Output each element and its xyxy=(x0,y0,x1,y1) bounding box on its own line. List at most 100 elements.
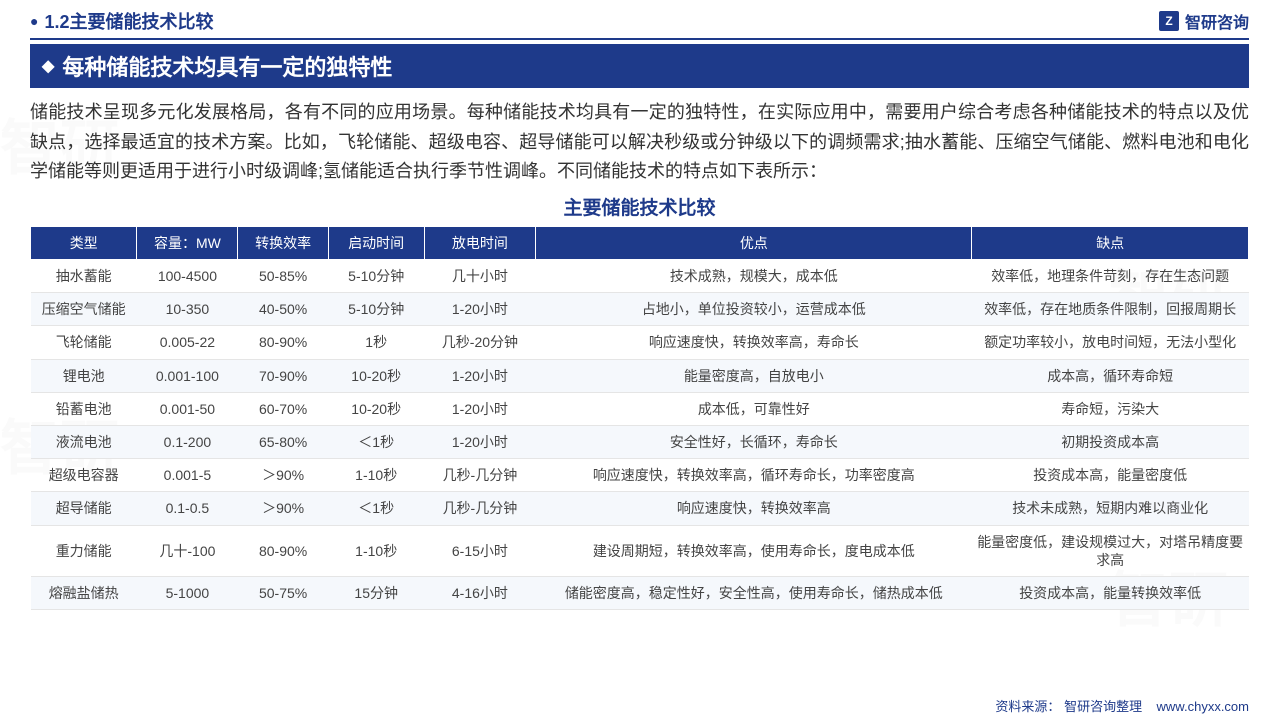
cell-discharge: 1-20小时 xyxy=(424,426,536,459)
table-row: 铅蓄电池0.001-5060-70%10-20秒1-20小时成本低，可靠性好寿命… xyxy=(31,392,1249,425)
page-header: 1.2主要储能技术比较 Z 智研咨询 xyxy=(30,8,1249,40)
table-row: 飞轮储能0.005-2280-90%1秒几秒-20分钟响应速度快，转换效率高，寿… xyxy=(31,326,1249,359)
cell-capacity: 0.1-200 xyxy=(137,426,238,459)
source-text: 智研咨询整理 xyxy=(1064,699,1142,714)
table-title: 主要储能技术比较 xyxy=(30,193,1249,220)
cell-discharge: 几秒-几分钟 xyxy=(424,459,536,492)
cell-pros: 成本低，可靠性好 xyxy=(536,392,972,425)
cell-efficiency: ＞90% xyxy=(238,492,328,525)
col-header-efficiency: 转换效率 xyxy=(238,227,328,260)
cell-discharge: 4-16小时 xyxy=(424,576,536,609)
table-row: 超级电容器0.001-5＞90%1-10秒几秒-几分钟响应速度快，转换效率高，循… xyxy=(31,459,1249,492)
content-container: 1.2主要储能技术比较 Z 智研咨询 每种储能技术均具有一定的独特性 储能技术呈… xyxy=(0,0,1279,610)
cell-pros: 储能密度高，稳定性好，安全性高，使用寿命长，储热成本低 xyxy=(536,576,972,609)
cell-cons: 效率低，地理条件苛刻，存在生态问题 xyxy=(972,260,1249,293)
cell-cons: 寿命短，污染大 xyxy=(972,392,1249,425)
cell-capacity: 0.001-50 xyxy=(137,392,238,425)
table-row: 锂电池0.001-10070-90%10-20秒1-20小时能量密度高，自放电小… xyxy=(31,359,1249,392)
cell-cons: 初期投资成本高 xyxy=(972,426,1249,459)
table-row: 液流电池0.1-20065-80%＜1秒1-20小时安全性好，长循环，寿命长初期… xyxy=(31,426,1249,459)
body-paragraph: 储能技术呈现多元化发展格局，各有不同的应用场景。每种储能技术均具有一定的独特性，… xyxy=(30,98,1249,187)
cell-capacity: 10-350 xyxy=(137,293,238,326)
cell-efficiency: 80-90% xyxy=(238,525,328,576)
cell-type: 超导储能 xyxy=(31,492,137,525)
cell-type: 飞轮储能 xyxy=(31,326,137,359)
cell-startup: 15分钟 xyxy=(328,576,424,609)
cell-type: 液流电池 xyxy=(31,426,137,459)
col-header-type: 类型 xyxy=(31,227,137,260)
cell-pros: 响应速度快，转换效率高 xyxy=(536,492,972,525)
cell-cons: 投资成本高，能量转换效率低 xyxy=(972,576,1249,609)
cell-startup: 1秒 xyxy=(328,326,424,359)
cell-startup: 10-20秒 xyxy=(328,392,424,425)
cell-cons: 效率低，存在地质条件限制，回报周期长 xyxy=(972,293,1249,326)
logo-area: Z 智研咨询 xyxy=(1159,9,1249,33)
cell-efficiency: ＞90% xyxy=(238,459,328,492)
footer: 资料来源： 智研咨询整理 www.chyxx.com xyxy=(995,696,1249,715)
cell-cons: 技术未成熟，短期内难以商业化 xyxy=(972,492,1249,525)
cell-capacity: 0.001-5 xyxy=(137,459,238,492)
cell-capacity: 0.001-100 xyxy=(137,359,238,392)
cell-discharge: 几十小时 xyxy=(424,260,536,293)
table-body: 抽水蓄能100-450050-85%5-10分钟几十小时技术成熟，规模大，成本低… xyxy=(31,260,1249,610)
cell-capacity: 几十-100 xyxy=(137,525,238,576)
table-header-row: 类型 容量：MW 转换效率 启动时间 放电时间 优点 缺点 xyxy=(31,227,1249,260)
section-title-text: 1.2主要储能技术比较 xyxy=(44,8,213,34)
subtitle-text: 每种储能技术均具有一定的独特性 xyxy=(62,50,392,82)
col-header-startup: 启动时间 xyxy=(328,227,424,260)
cell-type: 抽水蓄能 xyxy=(31,260,137,293)
table-row: 抽水蓄能100-450050-85%5-10分钟几十小时技术成熟，规模大，成本低… xyxy=(31,260,1249,293)
cell-discharge: 1-20小时 xyxy=(424,359,536,392)
cell-startup: ＜1秒 xyxy=(328,426,424,459)
cell-cons: 成本高，循环寿命短 xyxy=(972,359,1249,392)
cell-capacity: 0.1-0.5 xyxy=(137,492,238,525)
source-url[interactable]: www.chyxx.com xyxy=(1157,699,1249,714)
cell-discharge: 6-15小时 xyxy=(424,525,536,576)
cell-efficiency: 65-80% xyxy=(238,426,328,459)
cell-pros: 技术成熟，规模大，成本低 xyxy=(536,260,972,293)
source-label: 资料来源： xyxy=(995,699,1060,714)
logo-icon: Z xyxy=(1159,11,1179,31)
cell-efficiency: 80-90% xyxy=(238,326,328,359)
cell-type: 压缩空气储能 xyxy=(31,293,137,326)
cell-discharge: 1-20小时 xyxy=(424,293,536,326)
cell-type: 锂电池 xyxy=(31,359,137,392)
cell-startup: 1-10秒 xyxy=(328,459,424,492)
cell-startup: 5-10分钟 xyxy=(328,293,424,326)
cell-type: 铅蓄电池 xyxy=(31,392,137,425)
cell-type: 重力储能 xyxy=(31,525,137,576)
cell-discharge: 几秒-几分钟 xyxy=(424,492,536,525)
table-row: 压缩空气储能10-35040-50%5-10分钟1-20小时占地小，单位投资较小… xyxy=(31,293,1249,326)
table-row: 超导储能0.1-0.5＞90%＜1秒几秒-几分钟响应速度快，转换效率高技术未成熟… xyxy=(31,492,1249,525)
cell-cons: 额定功率较小，放电时间短，无法小型化 xyxy=(972,326,1249,359)
subtitle-bar: 每种储能技术均具有一定的独特性 xyxy=(30,44,1249,88)
cell-capacity: 0.005-22 xyxy=(137,326,238,359)
cell-startup: 10-20秒 xyxy=(328,359,424,392)
cell-discharge: 1-20小时 xyxy=(424,392,536,425)
col-header-capacity: 容量：MW xyxy=(137,227,238,260)
col-header-cons: 缺点 xyxy=(972,227,1249,260)
cell-cons: 投资成本高，能量密度低 xyxy=(972,459,1249,492)
cell-pros: 响应速度快，转换效率高，循环寿命长，功率密度高 xyxy=(536,459,972,492)
cell-efficiency: 40-50% xyxy=(238,293,328,326)
cell-capacity: 5-1000 xyxy=(137,576,238,609)
cell-type: 超级电容器 xyxy=(31,459,137,492)
table-row: 熔融盐储热5-100050-75%15分钟4-16小时储能密度高，稳定性好，安全… xyxy=(31,576,1249,609)
cell-pros: 能量密度高，自放电小 xyxy=(536,359,972,392)
cell-pros: 响应速度快，转换效率高，寿命长 xyxy=(536,326,972,359)
cell-cons: 能量密度低，建设规模过大，对塔吊精度要求高 xyxy=(972,525,1249,576)
cell-efficiency: 60-70% xyxy=(238,392,328,425)
cell-startup: 5-10分钟 xyxy=(328,260,424,293)
cell-efficiency: 50-85% xyxy=(238,260,328,293)
cell-efficiency: 70-90% xyxy=(238,359,328,392)
comparison-table: 类型 容量：MW 转换效率 启动时间 放电时间 优点 缺点 抽水蓄能100-45… xyxy=(30,226,1249,610)
cell-startup: ＜1秒 xyxy=(328,492,424,525)
section-title: 1.2主要储能技术比较 xyxy=(30,8,214,34)
table-row: 重力储能几十-10080-90%1-10秒6-15小时建设周期短，转换效率高，使… xyxy=(31,525,1249,576)
logo-text: 智研咨询 xyxy=(1185,9,1249,33)
cell-efficiency: 50-75% xyxy=(238,576,328,609)
cell-pros: 安全性好，长循环，寿命长 xyxy=(536,426,972,459)
col-header-pros: 优点 xyxy=(536,227,972,260)
cell-startup: 1-10秒 xyxy=(328,525,424,576)
cell-capacity: 100-4500 xyxy=(137,260,238,293)
